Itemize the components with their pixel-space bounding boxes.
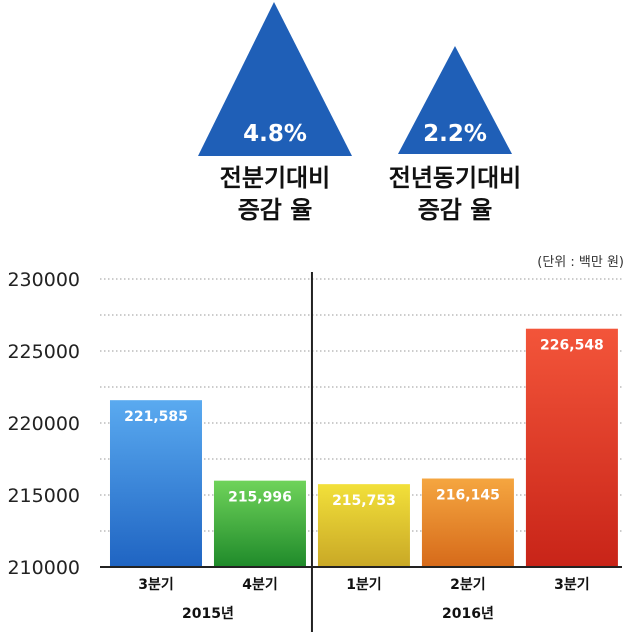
bar: [109, 400, 202, 567]
bar-value-label: 216,145: [436, 488, 500, 504]
x-tick-label: 2분기: [450, 577, 486, 593]
x-tick-label: 4분기: [242, 577, 278, 593]
x-tick-label: 3분기: [554, 577, 590, 593]
y-tick-label: 225000: [7, 341, 80, 363]
kpi-quarter: 4.8% 전분기대비 증감 율: [198, 2, 352, 224]
unit-note: (단위 : 백만 원): [537, 255, 624, 270]
bar-layer: 221,585 215,996 215,753 216,145 226,548: [109, 328, 618, 567]
bar-value-label: 215,753: [332, 493, 396, 509]
kpi-quarter-label-line2: 증감 율: [238, 196, 313, 224]
group-label: 2016년: [442, 606, 494, 622]
kpi-quarter-value: 4.8%: [243, 121, 307, 147]
kpi-quarter-triangle: [198, 2, 352, 156]
kpi-year-triangle: [398, 46, 512, 154]
bar: [421, 478, 514, 567]
kpi-year-value: 2.2%: [423, 121, 487, 147]
kpi-quarter-label-line1: 전분기대비: [220, 164, 330, 192]
bar: [317, 484, 410, 567]
bar-value-label: 215,996: [228, 490, 292, 506]
y-tick-label: 215000: [7, 485, 80, 507]
y-tick-label: 220000: [7, 413, 80, 435]
bar-value-label: 226,548: [540, 338, 604, 354]
axis-layer: 210000 215000 220000 225000 230000 3분기 4분기 1분기 2…: [7, 269, 622, 632]
y-tick-label: 230000: [7, 269, 80, 291]
kpi-year-label-line1: 전년동기대비: [389, 164, 521, 192]
bar: [213, 480, 306, 567]
bar: [525, 328, 618, 567]
x-tick-label: 3분기: [138, 577, 174, 593]
x-tick-label: 1분기: [346, 577, 382, 593]
bar-value-label: 221,585: [124, 409, 188, 425]
kpi-year-label-line2: 증감 율: [418, 196, 493, 224]
group-label: 2015년: [182, 606, 234, 622]
y-tick-label: 210000: [7, 557, 80, 579]
kpi-year: 2.2% 전년동기대비 증감 율: [389, 46, 521, 224]
